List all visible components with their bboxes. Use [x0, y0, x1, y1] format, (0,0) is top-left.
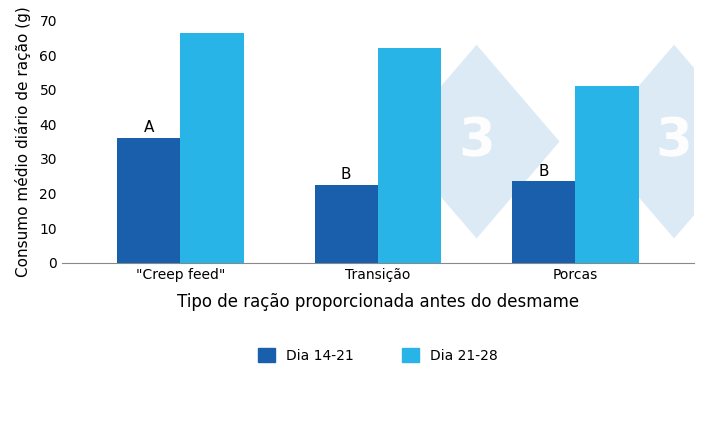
Polygon shape — [393, 45, 559, 238]
Text: B: B — [538, 164, 549, 179]
X-axis label: Tipo de ração proporcionada antes do desmame: Tipo de ração proporcionada antes do des… — [177, 293, 579, 311]
Bar — [117, 138, 180, 263]
Text: 3: 3 — [458, 116, 495, 168]
Text: A: A — [143, 120, 154, 135]
Text: 3: 3 — [656, 116, 692, 168]
Bar — [180, 32, 244, 263]
Bar — [575, 86, 638, 263]
Y-axis label: Consumo médio diário de ração (g): Consumo médio diário de ração (g) — [15, 6, 31, 277]
Text: B: B — [341, 167, 351, 182]
Polygon shape — [591, 45, 710, 238]
Bar — [315, 185, 378, 263]
Bar — [512, 181, 575, 263]
Bar — [378, 48, 441, 263]
Legend: Dia 14-21, Dia 21-28: Dia 14-21, Dia 21-28 — [253, 342, 503, 368]
